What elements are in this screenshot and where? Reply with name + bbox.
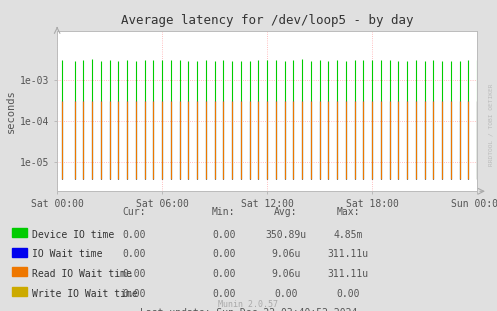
Text: IO Wait time: IO Wait time — [32, 249, 103, 259]
Text: 350.89u: 350.89u — [265, 230, 306, 240]
Text: 311.11u: 311.11u — [328, 249, 368, 259]
Text: Write IO Wait time: Write IO Wait time — [32, 289, 138, 299]
Text: Cur:: Cur: — [122, 207, 146, 217]
Title: Average latency for /dev/loop5 - by day: Average latency for /dev/loop5 - by day — [121, 14, 414, 27]
Text: 0.00: 0.00 — [122, 289, 146, 299]
Text: 0.00: 0.00 — [122, 249, 146, 259]
Text: 9.06u: 9.06u — [271, 249, 301, 259]
Text: 0.00: 0.00 — [274, 289, 298, 299]
Text: Device IO time: Device IO time — [32, 230, 114, 240]
Text: 9.06u: 9.06u — [271, 269, 301, 279]
Text: Munin 2.0.57: Munin 2.0.57 — [219, 300, 278, 309]
Text: 4.85m: 4.85m — [333, 230, 363, 240]
Text: Max:: Max: — [336, 207, 360, 217]
Text: Last update: Sun Dec 22 03:40:52 2024: Last update: Sun Dec 22 03:40:52 2024 — [140, 308, 357, 311]
Text: Avg:: Avg: — [274, 207, 298, 217]
Text: 0.00: 0.00 — [122, 269, 146, 279]
Text: 0.00: 0.00 — [122, 230, 146, 240]
Text: 311.11u: 311.11u — [328, 269, 368, 279]
Text: Min:: Min: — [212, 207, 236, 217]
Text: 0.00: 0.00 — [336, 289, 360, 299]
Text: 0.00: 0.00 — [212, 230, 236, 240]
Text: 0.00: 0.00 — [212, 269, 236, 279]
Y-axis label: seconds: seconds — [6, 89, 16, 133]
Text: 0.00: 0.00 — [212, 289, 236, 299]
Text: Read IO Wait time: Read IO Wait time — [32, 269, 132, 279]
Text: RRDTOOL / TOBI OETIKER: RRDTOOL / TOBI OETIKER — [488, 83, 493, 166]
Text: 0.00: 0.00 — [212, 249, 236, 259]
